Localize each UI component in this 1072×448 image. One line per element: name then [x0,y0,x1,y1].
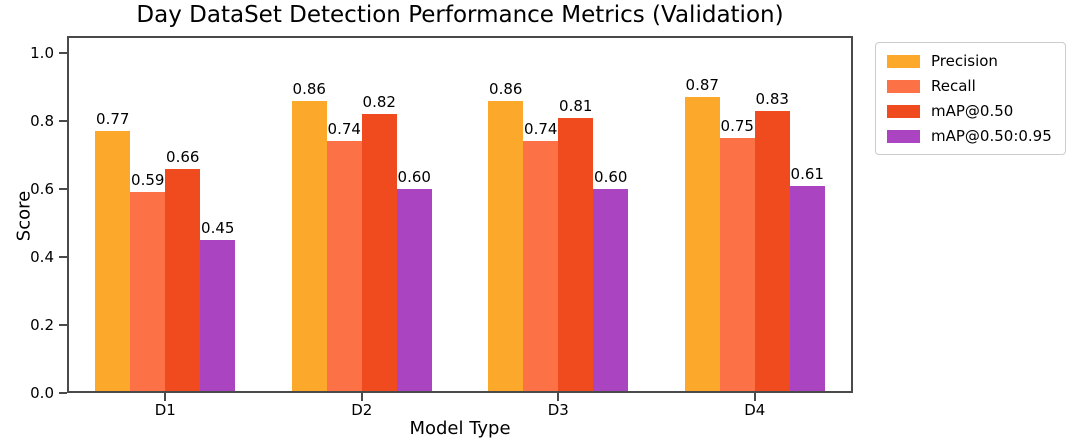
y-axis-label: Score [13,190,35,242]
chart-title: Day DataSet Detection Performance Metric… [136,2,784,28]
legend-item: mAP@0.50 [887,102,1052,120]
bar-value-label: 0.60 [397,168,431,186]
legend-swatch [887,104,920,118]
bar-map-0-50-0-95 [200,240,236,393]
x-tick-mark [164,393,167,401]
bar-map-0-50-0-95 [789,185,825,393]
legend-label: mAP@0.50 [931,102,1014,120]
bar-precision [291,100,327,393]
y-tick-label: 0.2 [30,316,54,334]
y-tick-label: 0.4 [30,248,54,266]
x-tick-mark [360,393,363,401]
y-tick-mark [59,392,67,394]
bar-map-0-50 [361,114,397,393]
y-tick-mark [59,256,67,258]
x-axis-label: Model Type [409,418,511,439]
y-tick-label: 0.6 [30,180,54,198]
bar-value-label: 0.87 [685,76,719,95]
bar-value-label: 0.86 [292,79,326,98]
legend-item: Precision [887,52,1052,70]
x-tick-label: D3 [547,401,569,419]
bar-recall [523,141,559,393]
bar-precision [488,100,524,393]
y-tick-mark [59,120,67,122]
bar-value-label: 0.86 [489,79,523,98]
bar-map-0-50-0-95 [593,189,629,393]
y-tick-label: 0.8 [30,112,54,130]
y-tick-label: 1.0 [30,44,54,62]
y-tick-mark [59,52,67,54]
bar-value-label: 0.74 [524,120,558,139]
bar-value-label: 0.61 [790,164,824,183]
bar-map-0-50 [165,168,201,393]
bar-precision [684,97,720,393]
legend-label: mAP@0.50:0.95 [931,127,1052,145]
x-tick-label: D2 [351,401,373,419]
bar-recall [326,141,362,393]
legend-item: mAP@0.50:0.95 [887,127,1052,145]
bar-value-label: 0.59 [131,171,165,190]
legend-item: Recall [887,77,1052,95]
bar-value-label: 0.83 [755,89,789,108]
legend-swatch [887,54,920,68]
legend-label: Recall [931,77,976,95]
legend-swatch [887,129,920,143]
y-tick-mark [59,188,67,190]
legend: Precision Recall mAP@0.50 mAP@0.50:0.95 [875,42,1066,155]
y-tick-mark [59,324,67,326]
legend-label: Precision [931,52,998,70]
bar-value-label: 0.74 [327,120,361,139]
bar-map-0-50 [558,117,594,393]
bar-value-label: 0.77 [96,110,130,129]
bar-value-label: 0.75 [720,117,754,135]
bar-map-0-50-0-95 [396,189,432,393]
bar-precision [95,131,131,393]
bar-value-label: 0.60 [594,168,628,186]
bar-value-label: 0.82 [362,93,396,112]
bar-value-label: 0.81 [559,96,593,115]
bar-value-label: 0.45 [201,219,235,237]
legend-swatch [887,79,920,93]
x-tick-label: D1 [154,401,176,419]
x-tick-mark [557,393,560,401]
plot-area: 0.0 0.2 0.4 0.6 0.8 1.0 0.77 0.59 0.66 0.45 D1 0.86… [30,36,853,419]
y-tick-label: 0.0 [30,384,54,402]
bar-value-label: 0.66 [166,147,200,166]
x-tick-label: D4 [744,401,766,419]
bar-map-0-50 [754,110,790,393]
x-tick-mark [753,393,756,401]
bar-recall [130,192,166,393]
bar-recall [719,138,755,393]
